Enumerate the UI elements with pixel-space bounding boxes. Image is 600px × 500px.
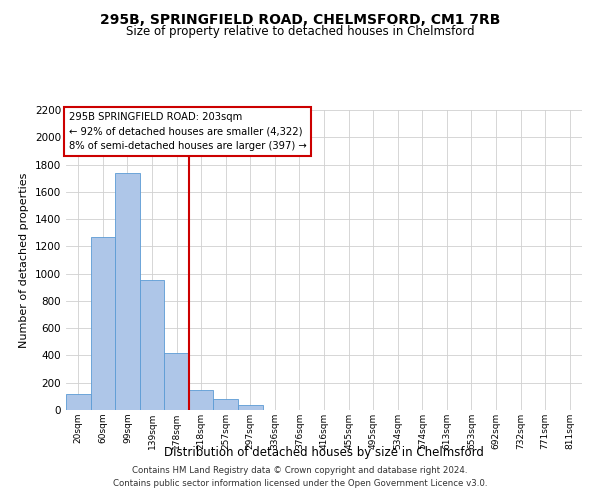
Bar — [189, 390, 214, 410]
Y-axis label: Number of detached properties: Number of detached properties — [19, 172, 29, 348]
Text: Distribution of detached houses by size in Chelmsford: Distribution of detached houses by size … — [164, 446, 484, 459]
Text: 295B, SPRINGFIELD ROAD, CHELMSFORD, CM1 7RB: 295B, SPRINGFIELD ROAD, CHELMSFORD, CM1 … — [100, 12, 500, 26]
Bar — [91, 237, 115, 410]
Text: Size of property relative to detached houses in Chelmsford: Size of property relative to detached ho… — [125, 25, 475, 38]
Bar — [214, 399, 238, 410]
Bar — [238, 405, 263, 410]
Bar — [164, 352, 189, 410]
Bar — [140, 280, 164, 410]
Bar — [115, 172, 140, 410]
Text: 295B SPRINGFIELD ROAD: 203sqm
← 92% of detached houses are smaller (4,322)
8% of: 295B SPRINGFIELD ROAD: 203sqm ← 92% of d… — [68, 112, 307, 151]
Bar — [66, 394, 91, 410]
Text: Contains HM Land Registry data © Crown copyright and database right 2024.
Contai: Contains HM Land Registry data © Crown c… — [113, 466, 487, 487]
